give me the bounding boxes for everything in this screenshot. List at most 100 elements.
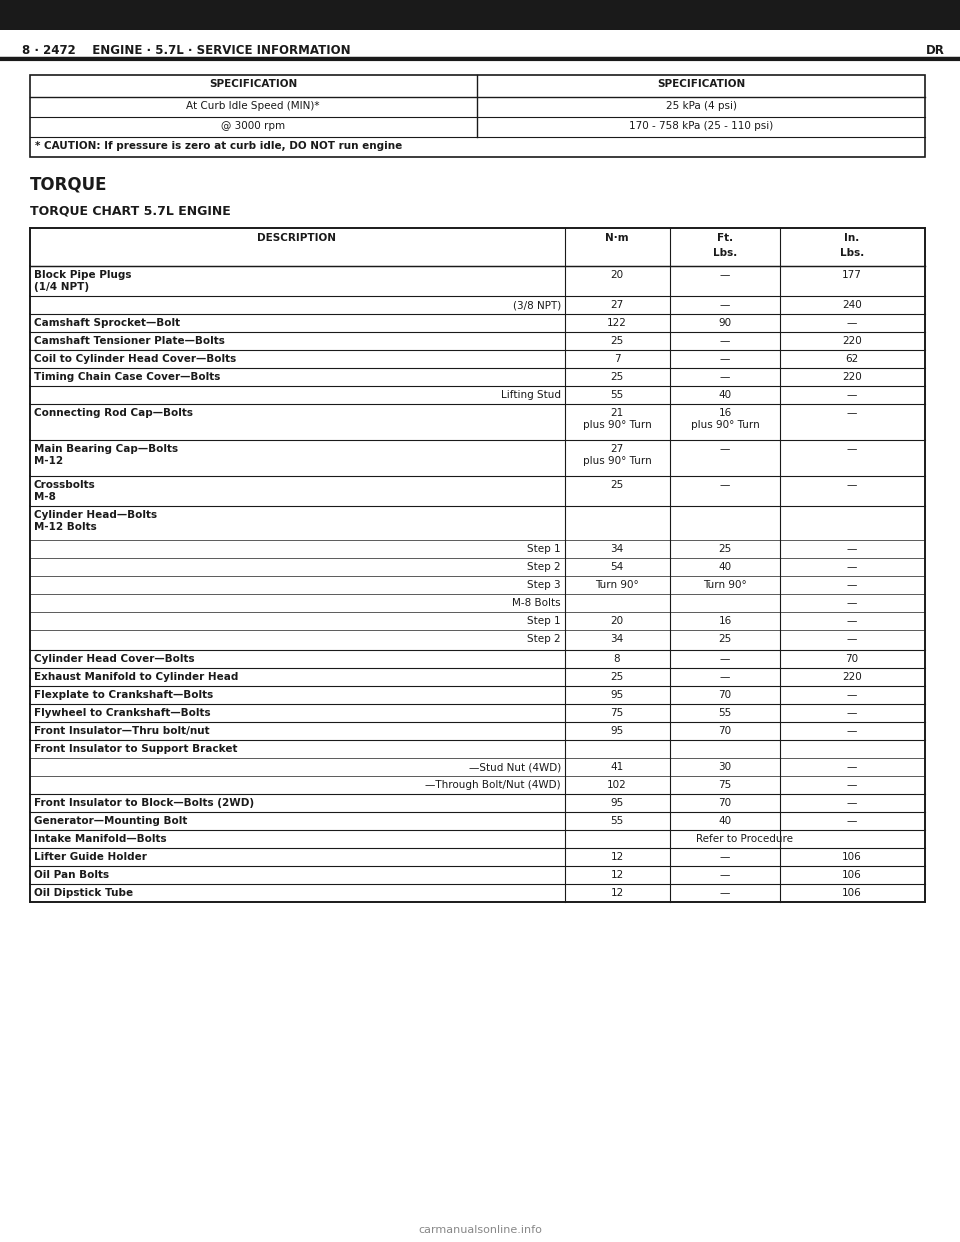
- Text: 55: 55: [611, 816, 624, 826]
- Text: Camshaft Sprocket—Bolt: Camshaft Sprocket—Bolt: [34, 318, 180, 328]
- Text: 220: 220: [842, 672, 862, 682]
- Text: (3/8 NPT): (3/8 NPT): [513, 301, 561, 310]
- Text: —: —: [720, 888, 731, 898]
- Text: Coil to Cylinder Head Cover—Bolts: Coil to Cylinder Head Cover—Bolts: [34, 354, 236, 364]
- Text: —: —: [847, 763, 857, 773]
- Text: 25: 25: [611, 337, 624, 347]
- Text: In.: In.: [845, 233, 859, 243]
- Text: 25: 25: [718, 633, 732, 645]
- Text: 70: 70: [718, 727, 732, 737]
- Text: Turn 90°: Turn 90°: [703, 580, 747, 590]
- Text: Exhaust Manifold to Cylinder Head: Exhaust Manifold to Cylinder Head: [34, 672, 238, 682]
- Text: 34: 34: [611, 544, 624, 554]
- Text: Intake Manifold—Bolts: Intake Manifold—Bolts: [34, 833, 167, 845]
- Text: —: —: [720, 373, 731, 383]
- Text: 70: 70: [846, 655, 858, 664]
- Text: —: —: [720, 672, 731, 682]
- Text: —: —: [847, 708, 857, 718]
- Text: 30: 30: [718, 763, 732, 773]
- Text: Turn 90°: Turn 90°: [595, 580, 638, 590]
- Text: —Through Bolt/Nut (4WD): —Through Bolt/Nut (4WD): [425, 780, 561, 790]
- Text: 25: 25: [611, 479, 624, 491]
- Text: 220: 220: [842, 373, 862, 383]
- Text: Oil Dipstick Tube: Oil Dipstick Tube: [34, 888, 133, 898]
- Text: —: —: [847, 727, 857, 737]
- Text: 75: 75: [718, 780, 732, 790]
- Text: 106: 106: [842, 852, 862, 862]
- Text: Step 3: Step 3: [527, 580, 561, 590]
- Text: 62: 62: [846, 354, 858, 364]
- Text: 25: 25: [718, 544, 732, 554]
- Text: 106: 106: [842, 869, 862, 881]
- Text: Connecting Rod Cap—Bolts: Connecting Rod Cap—Bolts: [34, 409, 193, 419]
- Text: —: —: [847, 318, 857, 328]
- Text: Lifting Stud: Lifting Stud: [501, 390, 561, 400]
- Text: 8 · 2472    ENGINE · 5.7L · SERVICE INFORMATION: 8 · 2472 ENGINE · 5.7L · SERVICE INFORMA…: [22, 43, 350, 57]
- Text: Timing Chain Case Cover—Bolts: Timing Chain Case Cover—Bolts: [34, 373, 221, 383]
- Text: SPECIFICATION: SPECIFICATION: [657, 79, 745, 89]
- Text: 122: 122: [607, 318, 627, 328]
- Text: 40: 40: [718, 390, 732, 400]
- Text: 34: 34: [611, 633, 624, 645]
- Text: Block Pipe Plugs
(1/4 NPT): Block Pipe Plugs (1/4 NPT): [34, 270, 132, 292]
- Text: —Stud Nut (4WD): —Stud Nut (4WD): [468, 763, 561, 773]
- Text: —: —: [847, 691, 857, 700]
- Text: At Curb Idle Speed (MIN)*: At Curb Idle Speed (MIN)*: [186, 101, 320, 111]
- Text: Ft.: Ft.: [717, 233, 733, 243]
- Text: @ 3000 rpm: @ 3000 rpm: [221, 120, 285, 130]
- Text: 54: 54: [611, 561, 624, 573]
- Text: 90: 90: [718, 318, 732, 328]
- Text: 25: 25: [611, 373, 624, 383]
- Text: M-8 Bolts: M-8 Bolts: [513, 597, 561, 609]
- Text: 8: 8: [613, 655, 620, 664]
- Text: Refer to Procedure: Refer to Procedure: [697, 833, 794, 845]
- Text: 75: 75: [611, 708, 624, 718]
- Text: 12: 12: [611, 869, 624, 881]
- Text: 102: 102: [607, 780, 627, 790]
- Text: 70: 70: [718, 799, 732, 809]
- Text: —: —: [847, 409, 857, 419]
- Text: Cylinder Head Cover—Bolts: Cylinder Head Cover—Bolts: [34, 655, 195, 664]
- Text: Front Insulator—Thru bolt/nut: Front Insulator—Thru bolt/nut: [34, 727, 209, 737]
- Bar: [30, 229, 925, 902]
- Text: TORQUE CHART 5.7L ENGINE: TORQUE CHART 5.7L ENGINE: [30, 205, 230, 219]
- Bar: [0, 39, 960, 60]
- Bar: [0, 0, 960, 30]
- Text: 95: 95: [611, 727, 624, 737]
- Text: TORQUE: TORQUE: [30, 175, 108, 193]
- Text: 25: 25: [611, 672, 624, 682]
- Text: 41: 41: [611, 763, 624, 773]
- Text: —: —: [847, 633, 857, 645]
- Text: Camshaft Tensioner Plate—Bolts: Camshaft Tensioner Plate—Bolts: [34, 337, 225, 347]
- Text: 27
plus 90° Turn: 27 plus 90° Turn: [583, 443, 652, 466]
- Text: 55: 55: [611, 390, 624, 400]
- Text: 16
plus 90° Turn: 16 plus 90° Turn: [690, 409, 759, 430]
- Text: 20: 20: [611, 616, 624, 626]
- Text: 12: 12: [611, 888, 624, 898]
- Text: * CAUTION: If pressure is zero at curb idle, DO NOT run engine: * CAUTION: If pressure is zero at curb i…: [35, 142, 402, 152]
- Text: 95: 95: [611, 691, 624, 700]
- Text: —: —: [720, 869, 731, 881]
- Text: —: —: [847, 443, 857, 455]
- Text: —: —: [720, 443, 731, 455]
- Text: —: —: [847, 597, 857, 609]
- Text: Step 2: Step 2: [527, 633, 561, 645]
- Text: —: —: [720, 479, 731, 491]
- Text: DR: DR: [926, 43, 945, 57]
- Text: N·m: N·m: [605, 233, 629, 243]
- Text: —: —: [720, 354, 731, 364]
- Text: 220: 220: [842, 337, 862, 347]
- Text: —: —: [720, 655, 731, 664]
- Text: Flexplate to Crankshaft—Bolts: Flexplate to Crankshaft—Bolts: [34, 691, 213, 700]
- Text: DESCRIPTION: DESCRIPTION: [257, 233, 337, 243]
- Text: 20: 20: [611, 270, 624, 279]
- Text: Step 1: Step 1: [527, 616, 561, 626]
- Text: SPECIFICATION: SPECIFICATION: [209, 79, 298, 89]
- Text: Crossbolts
M-8: Crossbolts M-8: [34, 479, 96, 502]
- Text: 40: 40: [718, 561, 732, 573]
- Text: 16: 16: [718, 616, 732, 626]
- Text: —: —: [847, 816, 857, 826]
- Text: 27: 27: [611, 301, 624, 310]
- Text: Cylinder Head—Bolts
M-12 Bolts: Cylinder Head—Bolts M-12 Bolts: [34, 510, 157, 532]
- Text: 70: 70: [718, 691, 732, 700]
